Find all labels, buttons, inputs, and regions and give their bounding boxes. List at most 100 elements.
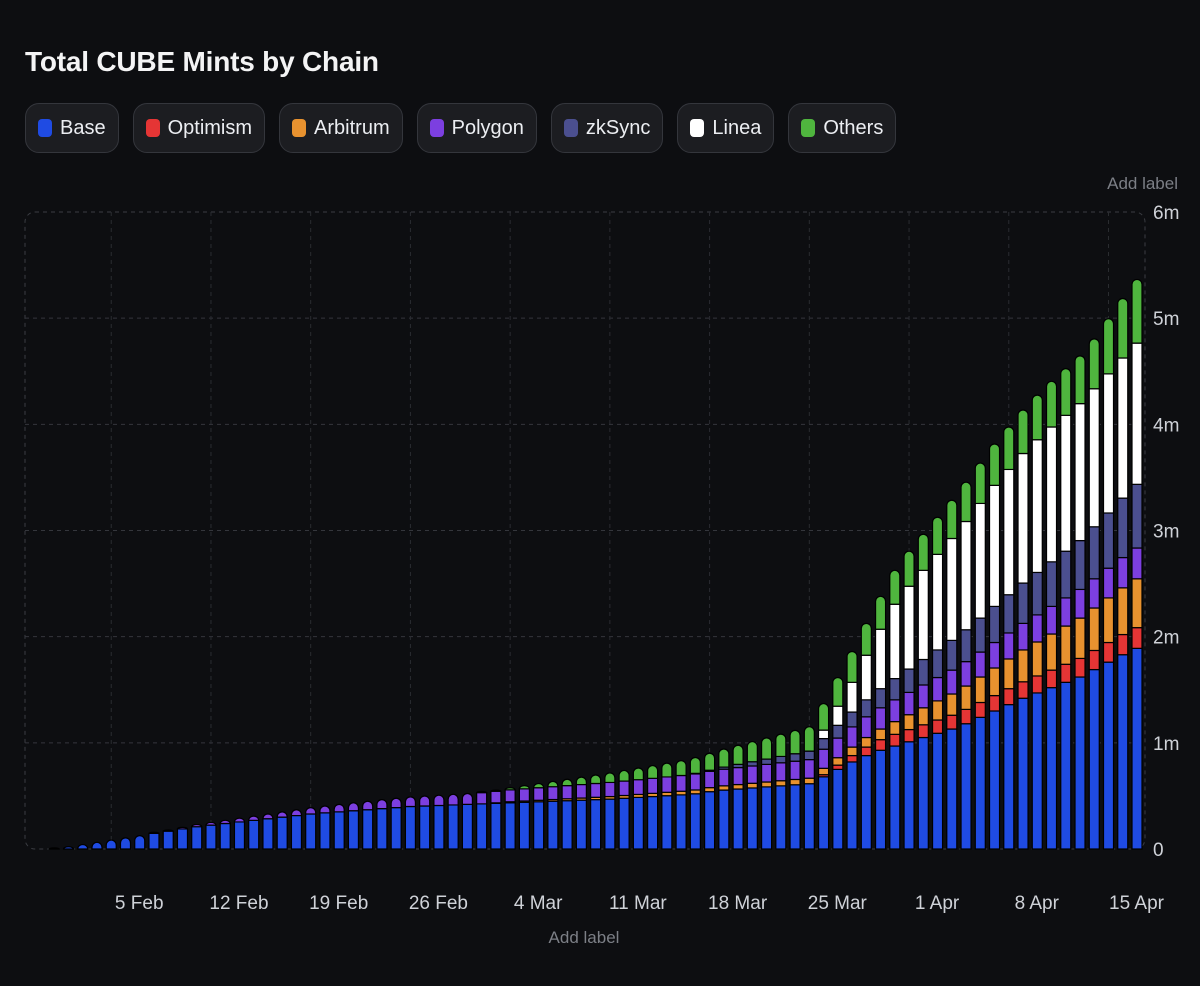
- bar-stack[interactable]: [590, 774, 602, 850]
- x-axis-label[interactable]: Add label: [549, 928, 620, 947]
- bar-segment-polygon: [1017, 622, 1029, 651]
- legend-item-linea[interactable]: Linea: [677, 103, 775, 153]
- bar-stack[interactable]: [476, 790, 488, 850]
- bar-stack[interactable]: [832, 677, 844, 850]
- bar-stack[interactable]: [1088, 338, 1100, 850]
- bar-stack[interactable]: [803, 726, 815, 850]
- bar-stack[interactable]: [62, 846, 75, 850]
- bar-stack[interactable]: [903, 550, 915, 850]
- bar-stack[interactable]: [889, 569, 901, 850]
- bar-stack[interactable]: [547, 780, 559, 850]
- bar-stack[interactable]: [276, 811, 288, 850]
- bar-stack[interactable]: [176, 826, 189, 850]
- bar-stack[interactable]: [732, 744, 744, 850]
- bar-stack[interactable]: [817, 703, 830, 850]
- bar-stack[interactable]: [233, 817, 246, 850]
- bar-stack[interactable]: [533, 782, 545, 850]
- bar-stack[interactable]: [48, 847, 60, 850]
- bar-stack[interactable]: [1131, 278, 1143, 850]
- bar-segment-arbitrum: [946, 693, 958, 716]
- bar-stack[interactable]: [433, 794, 445, 850]
- bar-segment-polygon: [960, 661, 972, 687]
- bar-stack[interactable]: [746, 741, 758, 850]
- bar-stack[interactable]: [760, 737, 773, 850]
- bar-stack[interactable]: [105, 839, 117, 850]
- legend-label-others: Others: [823, 116, 884, 139]
- bar-stack[interactable]: [162, 829, 174, 850]
- bar-stack[interactable]: [661, 762, 673, 850]
- legend-item-others[interactable]: Others: [788, 103, 897, 153]
- bar-stack[interactable]: [860, 622, 872, 850]
- bar-stack[interactable]: [1074, 355, 1086, 850]
- bar-stack[interactable]: [390, 797, 402, 850]
- bar-stack[interactable]: [119, 837, 132, 850]
- bar-stack[interactable]: [675, 760, 687, 850]
- bar-stack[interactable]: [789, 729, 801, 850]
- bar-stack[interactable]: [248, 815, 260, 850]
- bar-stack[interactable]: [219, 819, 231, 850]
- bar-segment-polygon: [817, 748, 830, 769]
- bar-stack[interactable]: [1017, 409, 1029, 850]
- bar-segment-base: [832, 768, 844, 850]
- bar-stack[interactable]: [960, 481, 972, 850]
- bar-stack[interactable]: [262, 813, 274, 850]
- bar-stack[interactable]: [191, 824, 203, 850]
- bar-stack[interactable]: [1117, 298, 1129, 850]
- bar-stack[interactable]: [347, 802, 360, 850]
- bar-stack[interactable]: [319, 805, 331, 850]
- bar-stack[interactable]: [718, 748, 730, 850]
- bar-stack[interactable]: [988, 443, 1001, 850]
- bar-stack[interactable]: [490, 789, 502, 850]
- bar-segment-others: [817, 703, 830, 731]
- bar-stack[interactable]: [461, 792, 474, 850]
- bar-stack[interactable]: [618, 769, 630, 850]
- bar-stack[interactable]: [1060, 368, 1072, 850]
- bar-segment-others: [775, 733, 787, 758]
- bar-segment-polygon: [333, 803, 345, 813]
- bar-segment-polygon: [988, 641, 1001, 669]
- bar-stack[interactable]: [91, 841, 103, 850]
- bar-stack[interactable]: [305, 807, 317, 850]
- bar-stack[interactable]: [77, 844, 89, 850]
- bar-stack[interactable]: [1003, 426, 1015, 850]
- bar-stack[interactable]: [689, 756, 701, 850]
- bar-stack[interactable]: [504, 787, 516, 850]
- bar-stack[interactable]: [561, 778, 573, 850]
- legend-item-base[interactable]: Base: [25, 103, 119, 153]
- bar-stack[interactable]: [703, 752, 716, 850]
- bar-stack[interactable]: [931, 516, 944, 850]
- bar-stack[interactable]: [946, 499, 958, 850]
- bar-stack[interactable]: [134, 835, 146, 850]
- bar-stack[interactable]: [290, 809, 303, 850]
- bar-stack[interactable]: [333, 803, 345, 850]
- bar-stack[interactable]: [647, 765, 659, 850]
- legend-item-zksync[interactable]: zkSync: [550, 103, 664, 153]
- bar-stack[interactable]: [775, 733, 787, 850]
- legend-item-arbitrum[interactable]: Arbitrum: [279, 103, 403, 153]
- bar-stack[interactable]: [205, 821, 217, 850]
- bar-stack[interactable]: [1102, 318, 1115, 850]
- bar-stack[interactable]: [604, 772, 616, 850]
- bar-stack[interactable]: [1045, 380, 1058, 850]
- bar-stack[interactable]: [575, 776, 587, 850]
- bar-stack[interactable]: [362, 800, 374, 850]
- bar-stack[interactable]: [632, 767, 644, 850]
- bar-stack[interactable]: [974, 462, 986, 850]
- bar-segment-polygon: [1088, 578, 1100, 609]
- x-tick-label: 19 Feb: [309, 893, 368, 914]
- bar-stack[interactable]: [148, 831, 160, 850]
- bar-stack[interactable]: [1031, 394, 1043, 850]
- bar-stack[interactable]: [376, 799, 388, 850]
- bar-segment-others: [988, 443, 1001, 486]
- bar-stack[interactable]: [404, 796, 417, 850]
- legend-item-optimism[interactable]: Optimism: [132, 103, 266, 153]
- bar-stack[interactable]: [419, 795, 431, 850]
- bar-segment-base: [490, 802, 502, 850]
- bar-stack[interactable]: [447, 793, 459, 850]
- bar-stack[interactable]: [518, 785, 530, 850]
- bar-stack[interactable]: [846, 651, 858, 850]
- y-axis-label[interactable]: Add label: [1107, 174, 1178, 193]
- bar-stack[interactable]: [874, 595, 887, 850]
- bar-stack[interactable]: [917, 533, 929, 850]
- legend-item-polygon[interactable]: Polygon: [416, 103, 537, 153]
